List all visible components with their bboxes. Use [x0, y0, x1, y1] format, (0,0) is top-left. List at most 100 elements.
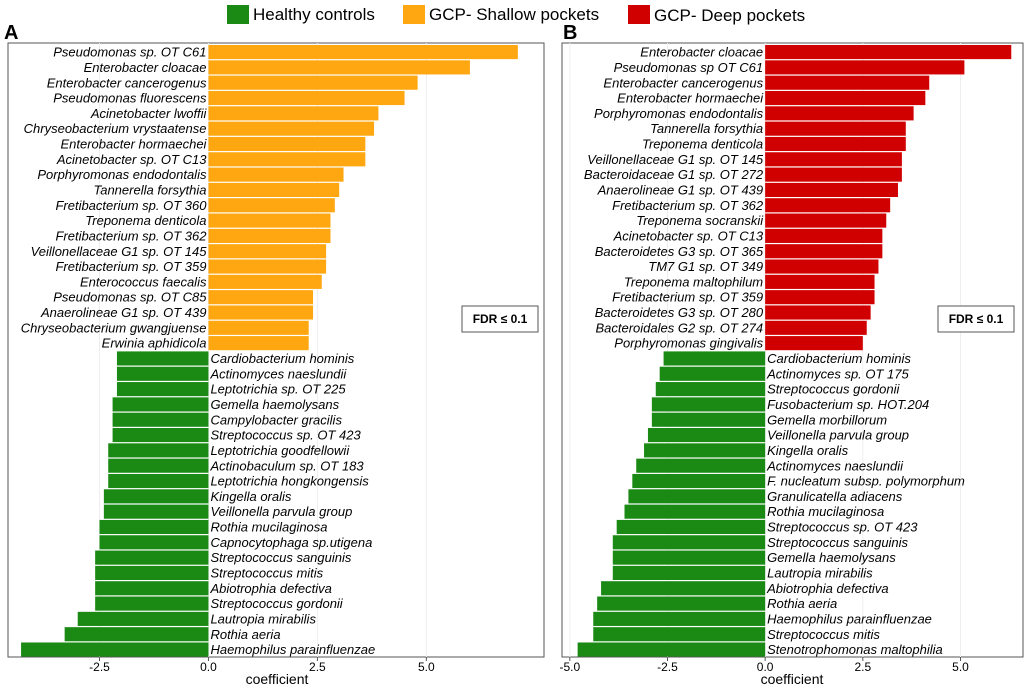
panel-b-tick-label: -2.5: [657, 660, 678, 674]
panel-b-bar-label: Streptococcus gordonii: [767, 382, 900, 397]
panel-b-bar-label: Rothia aeria: [767, 596, 837, 611]
panel-a-bar: [108, 473, 209, 489]
legend-label-healthy: Healthy controls: [253, 5, 375, 24]
panel-b-bar-label: Veillonella parvula group: [767, 428, 909, 443]
panel-a-bar: [95, 565, 209, 580]
panel-b-bar: [765, 336, 863, 351]
panel-a-bar: [64, 627, 209, 642]
panel-b-bar: [655, 382, 766, 397]
panel-a-fdr-box: [461, 305, 539, 333]
panel-b-fdr-box: [937, 305, 1015, 333]
panel-b-bar: [593, 627, 766, 642]
panel-b-bar: [612, 550, 766, 565]
panel-b-bar: [765, 106, 914, 121]
panel-b-bar: [651, 412, 766, 427]
panel-a-bar: [208, 274, 322, 289]
panel-a-bar-label: Kingella oralis: [210, 489, 291, 504]
legend-swatch-healthy: [227, 5, 249, 24]
panel-b-bar: [765, 167, 902, 182]
panel-a-bar-label: Streptococcus mitis: [210, 566, 323, 581]
panel-b-fdr-annotation: FDR ≤ 0.1: [949, 312, 1004, 326]
panel-a-bar-label: Gemella haemolysans: [210, 397, 339, 412]
panel-a-bar-label: Chryseobacterium vrystaatense: [24, 121, 207, 136]
panel-b-bar: [624, 504, 766, 519]
panel-b-bar: [765, 75, 930, 90]
panel-a-tick-label: -2.5: [89, 660, 110, 674]
legend-swatch-deep: [628, 5, 650, 24]
panel-a-bar: [208, 244, 327, 259]
panel-a-bar: [112, 412, 209, 427]
panel-b-bar: [597, 596, 766, 611]
panel-a-bar: [116, 351, 209, 366]
panel-a-bar-label: Enterobacter hormaechei: [60, 137, 207, 152]
panel-a-bar-label: Haemophilus parainfluenzae: [210, 642, 375, 657]
panel-b-bar-label: Fretibacterium sp. OT 359: [612, 290, 763, 305]
panel-b-bar-label: Bacteroidales G2 sp. OT 274: [595, 320, 763, 335]
panel-b-bar: [612, 535, 766, 550]
panel-b-bar-label: Bacteroidetes G3 sp. OT 280: [595, 305, 764, 320]
panel-a-bar: [208, 75, 418, 90]
panel-a-bar: [108, 443, 209, 458]
panel-a-bar-label: Porphyromonas endodontalis: [37, 167, 207, 182]
panel-a-bar-label: Rothia aeria: [210, 627, 280, 642]
panel-b-bar-label: Stenotrophomonas maltophilia: [767, 642, 943, 657]
panel-a-fdr-annotation: FDR ≤ 0.1: [473, 312, 528, 326]
panel-a-bar: [208, 152, 366, 167]
panel-b-bar-label: Enterobacter cancerogenus: [603, 75, 763, 90]
panel-a-bar-label: Acinetobacter lwoffii: [90, 106, 208, 121]
panel-b-bar: [628, 489, 766, 504]
panel-b-bar-label: Streptococcus mitis: [767, 627, 880, 642]
panel-b-bar: [647, 428, 766, 443]
panel-b-bar-label: Gemella haemolysans: [767, 550, 896, 565]
panel-b-bar-label: Cardiobacterium hominis: [767, 351, 911, 366]
panel-a-bar-label: Campylobacter gracilis: [210, 412, 342, 427]
panel-a-bar: [208, 213, 331, 228]
panel-b-bar: [577, 642, 766, 657]
panel-a-bar-label: Actinomyces naeslundii: [209, 366, 347, 381]
panel-b-x-axis: -5.0 -2.5 0.0 2.5 5.0: [559, 657, 969, 674]
panel-b-bar-label: Porphyromonas endodontalis: [594, 106, 764, 121]
panel-b-bar-label: Streptococcus sanguinis: [767, 535, 908, 550]
panel-a-bars: [21, 45, 518, 657]
legend-swatch-shallow: [403, 5, 425, 24]
panel-b-bar-label: Actinomyces naeslundii: [766, 458, 904, 473]
panel-b-bar-label: Treponema socranskii: [636, 213, 764, 228]
panel-a-bar: [208, 90, 405, 106]
panel-a-x-axis-title: coefficient: [246, 671, 309, 687]
panel-b-bar-label: Enterobacter cloacae: [640, 45, 763, 60]
panel-b-bar-label: Streptococcus sp. OT 423: [767, 520, 918, 535]
panel-b-bar: [601, 581, 766, 596]
panel-b-frame: [561, 42, 1024, 658]
panel-b-bar-label: Lautropia mirabilis: [767, 566, 873, 581]
panel-b-bar: [765, 320, 867, 335]
panel-b-bar: [765, 213, 887, 228]
panel-a-bar-label: Leptotrichia hongkongensis: [210, 474, 369, 489]
panel-b-tick-label: 0.0: [757, 660, 774, 674]
panel-b-bar: [663, 351, 766, 366]
panel-b-bar: [765, 60, 965, 75]
panel-a-bar-label: Fretibacterium sp. OT 362: [55, 228, 207, 243]
panel-b-bar: [765, 90, 926, 106]
panel-b-bar: [616, 519, 766, 535]
panel-a-bar-label: Enterobacter cloacae: [84, 60, 207, 75]
panel-a-bar-label: Abiotrophia defectiva: [209, 581, 331, 596]
panel-b-bar: [644, 443, 766, 458]
panel-a-frame: [7, 42, 545, 658]
panel-b-bar-label: TM7 G1 sp. OT 349: [648, 259, 763, 274]
panel-a-bar-label: Cardiobacterium hominis: [210, 351, 354, 366]
panel-a-bar: [208, 106, 379, 121]
panel-a-bar: [208, 198, 335, 213]
panel-a-bar-label: Erwinia aphidicola: [102, 336, 207, 351]
panel-a-bar-label: Tannerella forsythia: [93, 183, 206, 198]
panel-a-bar: [208, 336, 309, 351]
panel-b-bar-label: Gemella morbillorum: [767, 412, 887, 427]
panel-a-bar: [95, 596, 209, 611]
panel-b-tick-label: 5.0: [952, 660, 969, 674]
panel-a-bar-label: Acinetobacter sp. OT C13: [56, 152, 207, 167]
panel-a-letter: A: [4, 22, 18, 44]
legend: Healthy controls GCP- Shallow pockets GC…: [227, 5, 805, 25]
panel-b-bar-label: Fretibacterium sp. OT 362: [612, 198, 764, 213]
panel-b-tick-label: 2.5: [854, 660, 871, 674]
